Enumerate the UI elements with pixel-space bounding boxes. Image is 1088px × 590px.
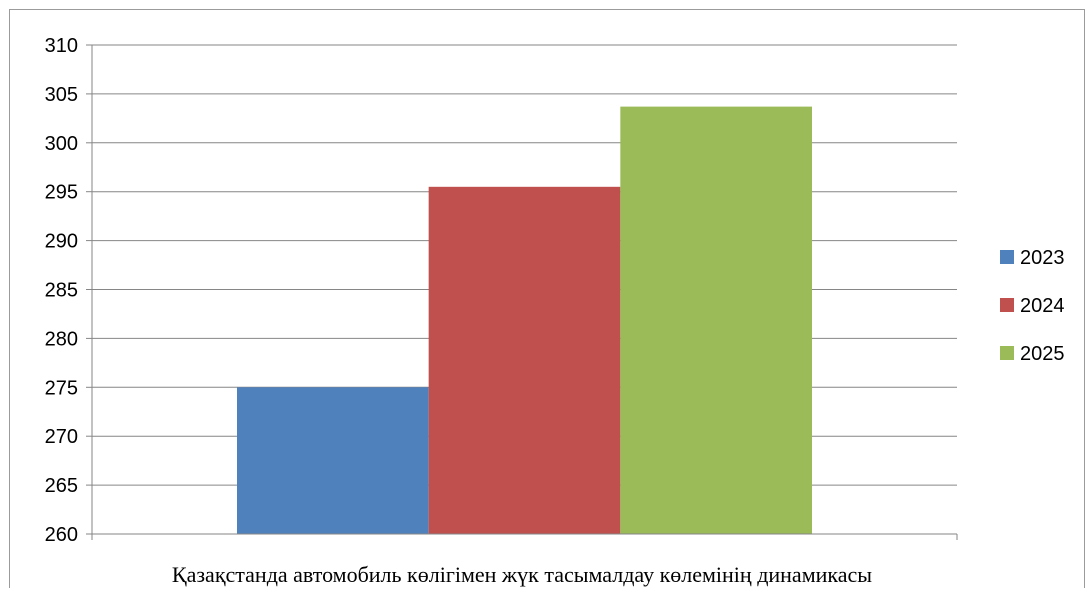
legend-label-2023: 2023 <box>1020 247 1065 269</box>
y-tick-label: 290 <box>45 231 78 253</box>
y-tick-label: 285 <box>45 280 78 302</box>
bar-2023 <box>237 387 429 534</box>
chart-frame <box>9 9 1085 588</box>
y-tick-label: 280 <box>45 328 78 350</box>
y-tick-label: 265 <box>45 475 78 497</box>
legend-label-2024: 2024 <box>1020 295 1065 317</box>
legend-swatch-2024 <box>1000 298 1014 312</box>
legend-swatch-2023 <box>1000 250 1014 264</box>
axes <box>91 45 958 540</box>
y-tick-label: 275 <box>45 377 78 399</box>
legend-label-2025: 2025 <box>1020 343 1065 365</box>
x-category-label: Қазақстанда автомобиль көлігімен жүк тас… <box>172 562 872 587</box>
bar-2025 <box>620 106 812 534</box>
bars <box>237 106 812 534</box>
legend: 2023 2024 2025 <box>1000 247 1065 365</box>
y-tick-label: 295 <box>45 182 78 204</box>
legend-swatch-2025 <box>1000 346 1014 360</box>
y-tick-label: 260 <box>45 524 78 546</box>
y-tick-label: 300 <box>45 133 78 155</box>
y-tick-label: 305 <box>45 84 78 106</box>
y-axis-ticks: 260 265 270 275 280 285 290 295 300 305 310 <box>45 35 92 546</box>
y-tick-label: 310 <box>45 35 78 57</box>
y-tick-label: 270 <box>45 426 78 448</box>
bar-2024 <box>428 186 621 534</box>
